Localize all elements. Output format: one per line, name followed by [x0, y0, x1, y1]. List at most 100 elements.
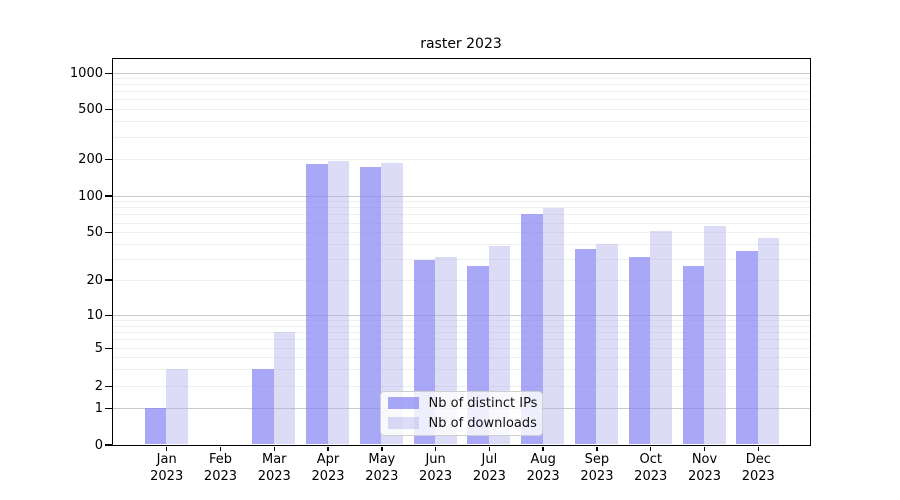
gridline-minor-40 [112, 243, 810, 245]
gridline-minor-5 [112, 347, 810, 349]
y-tick-label-5: 5 [94, 340, 103, 356]
gridline-major-10 [112, 315, 810, 317]
bar-distinct-ips-apr [306, 163, 328, 445]
gridline-minor-8 [112, 325, 810, 327]
y-tick-label-10: 10 [86, 308, 103, 324]
x-tick-mark-nov [703, 446, 706, 451]
x-tick-mark-may [381, 446, 383, 451]
x-tick-mark-feb [219, 446, 222, 451]
x-tick-label-oct: Oct 2023 [634, 452, 668, 484]
gridline-minor-30 [112, 258, 810, 260]
gridline-minor-400 [112, 120, 810, 122]
x-tick-mark-jan [166, 446, 168, 451]
x-tick-label-nov: Nov 2023 [687, 452, 722, 484]
gridline-minor-20 [112, 279, 810, 281]
bar-downloads-nov [704, 226, 726, 445]
x-tick-label-may: May 2023 [365, 452, 399, 484]
gridline-minor-300 [112, 136, 810, 138]
y-tick-mark-100 [105, 195, 112, 197]
y-tick-mark-200 [105, 158, 112, 160]
y-tick-mark-0 [105, 444, 112, 446]
gridline-minor-60 [112, 222, 810, 224]
x-tick-label-apr: Apr 2023 [311, 452, 345, 484]
x-tick-mark-mar [273, 446, 275, 451]
x-tick-label-mar: Mar 2023 [257, 452, 291, 484]
gridline-minor-9 [112, 320, 810, 322]
bar-downloads-oct [650, 231, 672, 445]
x-tick-mark-sep [596, 446, 598, 451]
gridline-minor-4 [112, 357, 810, 359]
y-tick-mark-2 [105, 386, 112, 388]
y-tick-mark-1000 [105, 72, 112, 74]
gridline-major-1000 [112, 72, 810, 74]
bar-distinct-ips-nov [682, 265, 704, 445]
y-tick-label-100: 100 [78, 188, 103, 204]
y-tick-label-1: 1 [94, 400, 103, 416]
gridline-minor-500 [112, 108, 810, 110]
x-tick-label-feb: Feb 2023 [203, 452, 238, 484]
gridline-minor-200 [112, 158, 810, 160]
gridline-minor-70 [112, 214, 810, 216]
x-tick-mark-apr [327, 446, 329, 451]
x-tick-mark-jun [434, 446, 437, 451]
gridline-minor-90 [112, 201, 810, 203]
legend: Nb of distinct IPs Nb of downloads [379, 390, 543, 436]
bar-downloads-aug [542, 207, 565, 445]
y-tick-mark-500 [105, 108, 112, 110]
x-tick-label-jun: Jun 2023 [419, 452, 453, 484]
gridline-minor-3 [112, 369, 810, 371]
y-tick-mark-20 [105, 279, 112, 281]
x-tick-mark-oct [650, 446, 652, 451]
y-tick-label-500: 500 [78, 101, 103, 117]
gridline-minor-900 [112, 78, 810, 80]
legend-item-downloads: Nb of downloads [381, 415, 542, 432]
legend-label-downloads: Nb of downloads [428, 415, 537, 431]
gridline-minor-7 [112, 331, 810, 333]
chart-title: raster 2023 [420, 36, 502, 52]
plot-area: Nb of distinct IPs Nb of downloads [111, 57, 811, 446]
legend-swatch-downloads [387, 417, 419, 429]
x-tick-label-aug: Aug 2023 [526, 452, 560, 484]
bar-downloads-mar [273, 331, 296, 445]
y-tick-label-2: 2 [94, 379, 103, 395]
gridline-minor-6 [112, 339, 810, 341]
y-tick-mark-5 [105, 347, 112, 349]
y-tick-label-200: 200 [78, 151, 103, 167]
x-tick-label-jan: Jan 2023 [150, 452, 184, 484]
bar-downloads-sep [596, 243, 618, 445]
bar-downloads-jan [166, 369, 188, 445]
bar-downloads-apr [327, 160, 350, 445]
x-tick-mark-jul [488, 446, 491, 451]
bar-distinct-ips-jan [144, 407, 167, 445]
bar-distinct-ips-aug [521, 214, 543, 445]
y-tick-mark-10 [105, 315, 112, 317]
x-tick-label-dec: Dec 2023 [741, 452, 775, 484]
legend-swatch-distinct-ips [387, 397, 419, 409]
bar-downloads-may [381, 163, 403, 445]
gridline-minor-2 [112, 386, 810, 388]
bar-downloads-dec [757, 237, 780, 445]
x-tick-label-jul: Jul 2023 [472, 452, 506, 484]
gridline-minor-600 [112, 99, 810, 101]
gridline-minor-80 [112, 207, 810, 209]
y-tick-label-20: 20 [86, 272, 103, 288]
bar-distinct-ips-may [359, 167, 382, 445]
y-tick-label-1000: 1000 [69, 65, 103, 81]
bar-distinct-ips-oct [628, 256, 651, 445]
bar-distinct-ips-dec [736, 250, 758, 445]
x-tick-label-sep: Sep 2023 [580, 452, 614, 484]
x-tick-mark-aug [542, 446, 544, 451]
bar-distinct-ips-mar [252, 369, 274, 445]
gridline-major-100 [112, 195, 810, 197]
y-tick-mark-1 [105, 407, 112, 409]
bar-distinct-ips-sep [574, 249, 597, 445]
legend-item-distinct-ips: Nb of distinct IPs [381, 395, 542, 412]
y-tick-label-50: 50 [86, 225, 103, 241]
y-tick-label-0: 0 [94, 437, 103, 453]
gridline-minor-800 [112, 84, 810, 86]
y-tick-mark-50 [105, 232, 112, 234]
x-tick-mark-dec [757, 446, 759, 451]
gridline-minor-700 [112, 91, 810, 93]
gridline-minor-50 [112, 232, 810, 234]
